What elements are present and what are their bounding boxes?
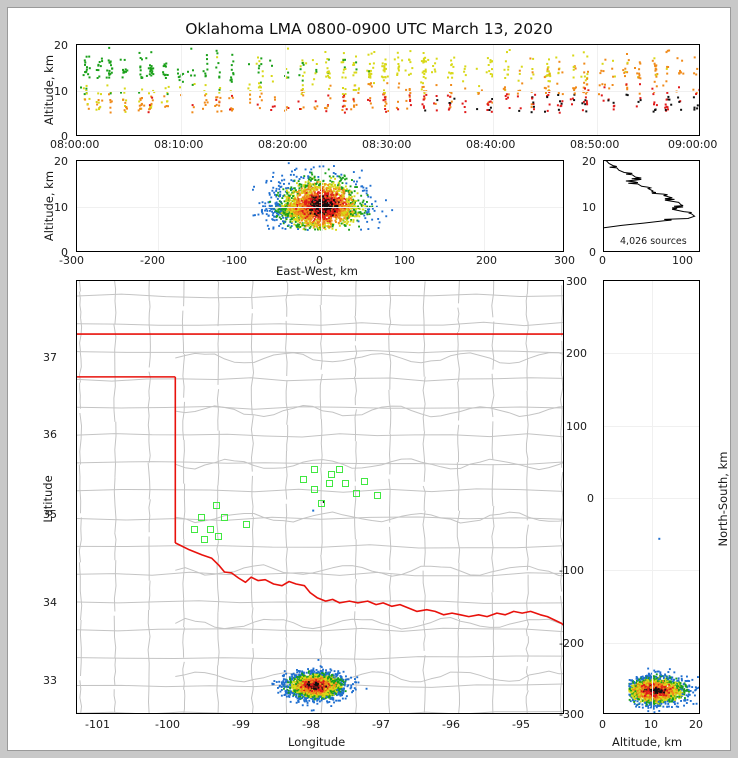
lma-station-marker — [198, 513, 206, 521]
ax4-ytick-33: 33 — [43, 674, 57, 687]
altitude-histogram-line — [604, 161, 696, 229]
page-title: Oklahoma LMA 0800-0900 UTC March 13, 202… — [185, 20, 553, 38]
ax4-xtick-0: -101 — [85, 718, 110, 731]
ax2-ytick-20: 20 — [54, 155, 68, 168]
lma-station-marker — [341, 480, 349, 488]
lma-station-marker — [310, 465, 318, 473]
lma-station-marker — [317, 500, 325, 508]
ax4-ytick-37: 37 — [43, 351, 57, 364]
ax1-xtick-5: 08:50:00 — [570, 138, 620, 151]
lma-station-marker — [191, 525, 199, 533]
ax4-ytick-36: 36 — [43, 428, 57, 441]
lma-station-marker — [243, 520, 251, 528]
eastwest-altitude-scatter — [252, 162, 394, 231]
lma-station-marker — [326, 480, 334, 488]
lma-station-marker — [310, 486, 318, 494]
ax4-xtick-2: -99 — [232, 718, 250, 731]
lma-station-marker — [327, 470, 335, 478]
panel-map — [76, 280, 564, 714]
ax5-ytick-0: 0 — [587, 492, 594, 505]
ax1-ytick-10: 10 — [54, 85, 68, 98]
ax4-xlabel: Longitude — [288, 735, 346, 749]
ax5-ytick-m300: -300 — [559, 708, 584, 721]
panel-northsouth-altitude-plot — [604, 281, 699, 713]
ax5-xlabel: Altitude, km — [612, 735, 683, 749]
ax5-xtick-20: 20 — [689, 718, 703, 731]
ax2-xtick-2: -100 — [222, 254, 247, 267]
ax4-xtick-3: -98 — [302, 718, 320, 731]
panel-northsouth-altitude — [603, 280, 700, 714]
ax3-ytick-20: 20 — [582, 155, 596, 168]
ax5-xtick-10: 10 — [644, 718, 658, 731]
ax2-ytick-10: 10 — [54, 201, 68, 214]
ax2-ytick-0: 0 — [61, 246, 68, 259]
source-count-annotation: 4,026 sources — [620, 236, 687, 247]
ax2-xlabel: East-West, km — [276, 264, 358, 278]
panel-time-altitude — [76, 44, 700, 136]
panel-eastwest-altitude-plot — [77, 161, 563, 251]
ax5-ytick-m200: -200 — [559, 637, 584, 650]
ax4-ylabel: Latitude — [41, 475, 55, 523]
ax2-ylabel: Altitude, km — [42, 170, 56, 242]
lma-station-marker — [336, 465, 344, 473]
northsouth-altitude-scatter — [628, 537, 699, 713]
ax2-xtick-4: 100 — [394, 254, 415, 267]
ax1-xtick-2: 08:20:00 — [258, 138, 308, 151]
panel-time-altitude-plot — [77, 45, 699, 135]
ax2-xtick-5: 200 — [476, 254, 497, 267]
ax5-ytick-m100: -100 — [559, 564, 584, 577]
lma-station-marker — [212, 501, 220, 509]
ax1-xtick-0: 08:00:00 — [50, 138, 100, 151]
ax1-xtick-3: 08:30:00 — [362, 138, 412, 151]
ax5-ylabel: North-South, km — [716, 451, 730, 547]
ax5-xtick-0: 0 — [599, 718, 606, 731]
ax4-xtick-5: -96 — [442, 718, 460, 731]
panel-eastwest-altitude — [76, 160, 564, 252]
ax2-xtick-0: -300 — [59, 254, 84, 267]
panel-map-plot — [77, 281, 563, 713]
ax5-ytick-200: 200 — [566, 347, 587, 360]
figure-canvas: Oklahoma LMA 0800-0900 UTC March 13, 202… — [7, 7, 731, 751]
ax4-xtick-4: -97 — [372, 718, 390, 731]
ax1-xtick-4: 08:40:00 — [466, 138, 516, 151]
ax3-xtick-100: 100 — [672, 254, 693, 267]
ax1-xtick-1: 08:10:00 — [154, 138, 204, 151]
ax4-xtick-6: -95 — [512, 718, 530, 731]
ax2-xtick-1: -200 — [140, 254, 165, 267]
ax1-ytick-20: 20 — [54, 39, 68, 52]
map-scatter — [271, 501, 368, 712]
panel-altitude-histogram — [603, 160, 700, 252]
ax1-xtick-6: 09:00:00 — [668, 138, 718, 151]
ax2-xtick-3: 0 — [316, 254, 323, 267]
ax3-ytick-0: 0 — [589, 246, 596, 259]
lma-station-marker — [352, 489, 360, 497]
panel-altitude-histogram-plot — [604, 161, 699, 251]
ax3-ytick-10: 10 — [582, 201, 596, 214]
lma-station-marker — [374, 491, 382, 499]
ax1-ylabel: Altitude, km — [42, 54, 56, 126]
ax4-ytick-34: 34 — [43, 596, 57, 609]
time-altitude-scatter — [80, 46, 699, 114]
lma-station-marker — [361, 477, 369, 485]
ax3-xtick-0: 0 — [599, 254, 606, 267]
ax1-ytick-0: 0 — [61, 130, 68, 143]
lma-station-marker — [299, 476, 307, 484]
lma-station-marker — [220, 513, 228, 521]
ax5-ytick-300: 300 — [566, 275, 587, 288]
ax4-ytick-35: 35 — [43, 508, 57, 521]
lma-station-marker — [201, 536, 209, 544]
ax2-xtick-6: 300 — [554, 254, 575, 267]
ax4-xtick-1: -100 — [155, 718, 180, 731]
lma-station-marker — [215, 533, 223, 541]
ax5-ytick-100: 100 — [566, 420, 587, 433]
lma-station-marker — [206, 525, 214, 533]
